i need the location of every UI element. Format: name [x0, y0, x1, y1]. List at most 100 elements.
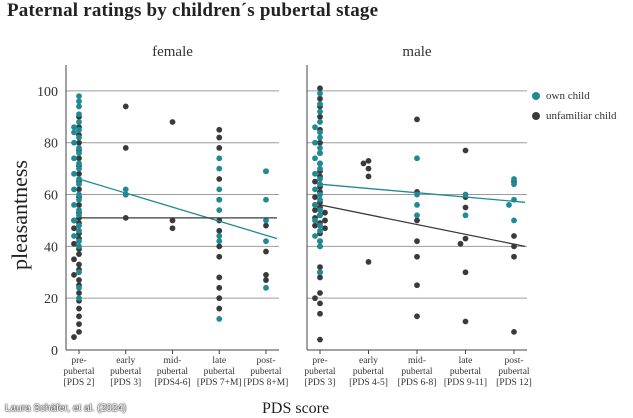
x-tick-label: [PDS4-6] [154, 378, 190, 388]
data-point-own [216, 196, 223, 203]
data-point-own [76, 98, 82, 105]
x-axis-label: PDS score [262, 400, 330, 417]
data-point-unfamiliar [71, 240, 77, 247]
data-point-unfamiliar [76, 251, 82, 258]
chart-title: Paternal ratings by children´s pubertal … [7, 0, 379, 21]
y-tick-label: 20 [44, 292, 58, 307]
legend-unfamiliar-marker [532, 112, 540, 120]
data-point-own [76, 181, 82, 188]
data-point-own [312, 155, 318, 162]
data-point-own [71, 233, 77, 239]
data-point-own [76, 134, 82, 141]
data-point-own [71, 202, 77, 208]
legend-own: own child [532, 86, 617, 106]
data-point-own [317, 269, 323, 276]
data-point-unfamiliar [414, 238, 420, 245]
data-point-own [317, 145, 323, 151]
data-point-own [76, 243, 82, 250]
x-tick-label: pre- [312, 356, 327, 366]
data-point-unfamiliar [76, 305, 82, 312]
data-point-own [317, 196, 323, 203]
data-point-own [317, 134, 323, 141]
legend-unfamiliar: unfamiliar child [532, 106, 617, 126]
data-point-unfamiliar [317, 274, 323, 281]
x-tick-label: mid- [164, 356, 182, 366]
data-point-unfamiliar [414, 253, 420, 260]
data-point-own [216, 238, 223, 245]
data-point-unfamiliar [462, 318, 469, 325]
x-tick-label: post- [257, 356, 276, 366]
data-point-unfamiliar [462, 147, 469, 154]
data-point-own [312, 186, 318, 193]
x-tick-label: pubertal [157, 367, 188, 377]
data-point-unfamiliar [322, 217, 328, 224]
data-point-own [317, 119, 323, 125]
data-point-unfamiliar [317, 336, 323, 343]
data-point-own [317, 222, 323, 229]
data-point-unfamiliar [216, 284, 223, 291]
data-point-own [312, 170, 318, 177]
data-point-unfamiliar [76, 328, 82, 335]
data-point-own [76, 212, 82, 219]
data-point-own [414, 202, 420, 208]
data-point-unfamiliar [122, 103, 129, 110]
data-point-own [511, 176, 517, 182]
data-point-unfamiliar [457, 240, 464, 247]
data-point-own [216, 186, 223, 193]
data-point-own [263, 196, 269, 203]
y-tick-label: 80 [44, 137, 58, 152]
x-tick-label: mid- [408, 356, 426, 366]
data-point-unfamiliar [312, 178, 318, 185]
data-point-own [317, 108, 323, 115]
data-point-unfamiliar [76, 261, 82, 268]
data-point-own [506, 202, 512, 208]
data-point-unfamiliar [216, 253, 223, 260]
data-point-own [312, 124, 318, 131]
data-point-own [76, 111, 82, 118]
data-point-own [76, 160, 82, 167]
data-point-unfamiliar [216, 176, 223, 182]
data-point-own [71, 217, 77, 224]
x-tick-label: pubertal [353, 367, 384, 377]
data-point-own [317, 90, 323, 97]
data-point-own [317, 160, 323, 167]
data-point-unfamiliar [462, 235, 469, 242]
y-tick-label: 60 [44, 189, 58, 204]
x-tick-label: [PDS 4-5] [349, 378, 388, 388]
data-point-unfamiliar [71, 225, 77, 232]
data-point-own [462, 212, 469, 219]
y-axis-label: pleasantness [7, 160, 32, 270]
data-point-unfamiliar [511, 328, 517, 335]
data-point-own [317, 243, 323, 250]
x-tick-label: pubertal [250, 367, 281, 377]
data-point-unfamiliar [216, 227, 223, 234]
data-point-unfamiliar [462, 269, 469, 276]
data-point-unfamiliar [312, 222, 318, 229]
data-point-own [312, 202, 318, 208]
data-point-own [76, 295, 82, 302]
data-point-unfamiliar [76, 321, 82, 327]
data-point-own [414, 155, 420, 162]
data-point-unfamiliar [76, 170, 82, 177]
legend-own-marker [532, 92, 540, 100]
data-point-unfamiliar [169, 217, 176, 224]
data-point-own [76, 165, 82, 172]
data-point-unfamiliar [414, 313, 420, 320]
data-point-unfamiliar [414, 217, 420, 224]
data-point-unfamiliar [216, 274, 223, 281]
data-point-unfamiliar [263, 277, 269, 283]
y-tick-label: 100 [37, 85, 58, 100]
data-point-unfamiliar [365, 259, 372, 265]
data-point-unfamiliar [414, 116, 420, 123]
data-point-own [76, 150, 82, 156]
data-point-own [76, 119, 82, 125]
data-point-own [312, 233, 318, 239]
data-point-unfamiliar [71, 256, 77, 263]
data-point-own [76, 93, 82, 99]
data-point-unfamiliar [312, 207, 318, 213]
panel-title-male: male [402, 44, 431, 60]
trend-line-own [319, 183, 526, 203]
x-tick-label: [PDS 3] [110, 378, 141, 388]
data-point-own [71, 186, 77, 193]
